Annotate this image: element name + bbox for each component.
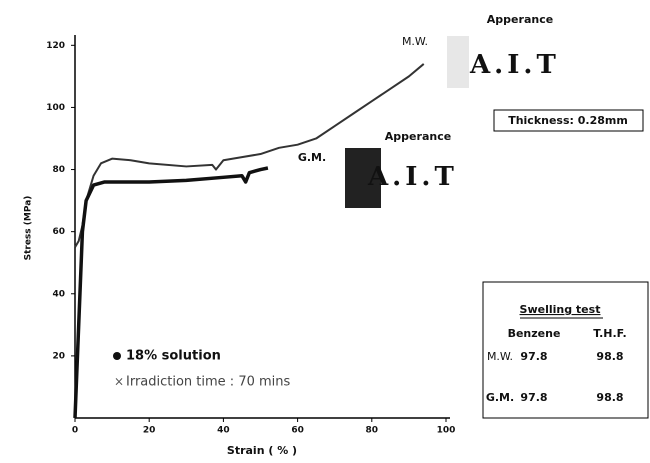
appearance-sample: A.I.T xyxy=(367,162,458,192)
y-axis-label: Stress (MPa) xyxy=(24,196,34,261)
appearance-label: Apperance xyxy=(487,13,553,26)
cell: 98.8 xyxy=(596,350,623,363)
y-tick-label: 60 xyxy=(52,227,65,237)
table-header: T.H.F. xyxy=(593,327,626,340)
appearance-image xyxy=(447,36,469,88)
x-axis-label: Strain ( % ) xyxy=(227,444,297,457)
cell: 97.8 xyxy=(520,350,547,363)
appearance-label: Apperance xyxy=(385,130,451,143)
line xyxy=(74,63,425,248)
x-tick-label: 40 xyxy=(217,426,230,436)
y-tick-label: 20 xyxy=(52,351,65,361)
thickness: Thickness: 0.28mm xyxy=(508,114,628,127)
cell: 97.8 xyxy=(520,391,547,404)
line xyxy=(73,166,269,419)
x-tick-label: 20 xyxy=(143,426,156,436)
y-tick-label: 80 xyxy=(52,165,65,175)
y-tick-label: 40 xyxy=(52,289,65,299)
row-label: G.M. xyxy=(486,391,514,404)
x-tick-label: 0 xyxy=(72,426,78,436)
appearance-image xyxy=(345,148,381,208)
legend-item: 18% solution xyxy=(126,349,221,364)
legend-item: Irradiction time : 70 mins xyxy=(126,375,291,390)
x-tick-label: 100 xyxy=(437,426,456,436)
y-tick-label: 120 xyxy=(46,41,65,51)
cell: 98.8 xyxy=(596,391,623,404)
series-label: G.M. xyxy=(298,151,326,164)
series-label: M.W. xyxy=(402,35,428,48)
legend-marker: × xyxy=(114,375,124,389)
x-tick-label: 80 xyxy=(366,426,379,436)
table-title: Swelling test xyxy=(520,303,601,316)
thickness-box xyxy=(493,109,644,132)
table-header: Benzene xyxy=(508,327,561,340)
x-tick-label: 60 xyxy=(291,426,304,436)
y-tick-label: 100 xyxy=(46,103,65,113)
legend-marker xyxy=(113,352,121,360)
row-label: M.W. xyxy=(487,350,513,363)
table-box xyxy=(482,281,649,419)
appearance-sample: A.I.T xyxy=(469,50,560,80)
